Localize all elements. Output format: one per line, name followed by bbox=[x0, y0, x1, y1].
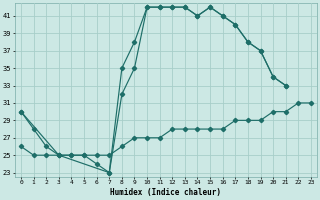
X-axis label: Humidex (Indice chaleur): Humidex (Indice chaleur) bbox=[110, 188, 221, 197]
